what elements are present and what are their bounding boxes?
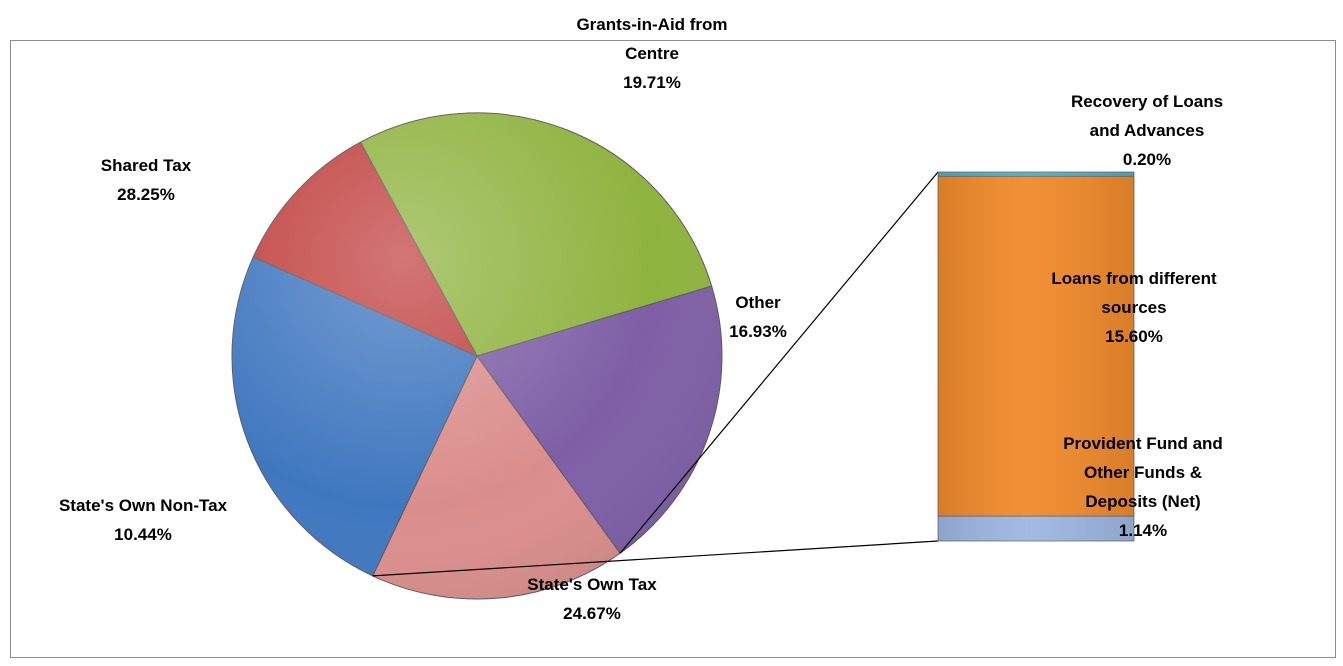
data-labels: Shared Tax 28.25% Grants-in-Aid from Centre…	[59, 15, 1223, 623]
data-label-provident-fund-and-other-funds-deposits-net: Provident Fund and Other Funds & Deposits …	[1063, 434, 1223, 540]
bar-segment-shade	[938, 172, 1134, 177]
pie-gloss	[232, 112, 722, 600]
data-label-shared-tax: Shared Tax 28.25%	[101, 156, 192, 204]
data-label-state-s-own-tax: State's Own Tax 24.67%	[527, 575, 657, 623]
data-label-state-s-own-non-tax: State's Own Non-Tax 10.44%	[59, 496, 228, 544]
connector-lines	[372, 171, 939, 577]
data-label-other: Other 16.93%	[729, 293, 787, 341]
pie	[231, 112, 723, 600]
bar-segment-shade	[938, 516, 1134, 541]
data-label-loans-from-different-sources: Loans from different sources 15.60%	[1051, 269, 1217, 346]
bar-segment-shade	[938, 176, 1134, 517]
data-label-recovery-of-loans-and-advances: Recovery of Loans and Advances 0.20%	[1071, 92, 1223, 169]
breakdown-bar	[937, 171, 1135, 542]
connector-line-top	[619, 171, 939, 554]
data-label-grants-in-aid-from-centre: Grants-in-Aid from Centre 19.71%	[576, 15, 727, 92]
connector-line-bottom	[372, 540, 939, 577]
